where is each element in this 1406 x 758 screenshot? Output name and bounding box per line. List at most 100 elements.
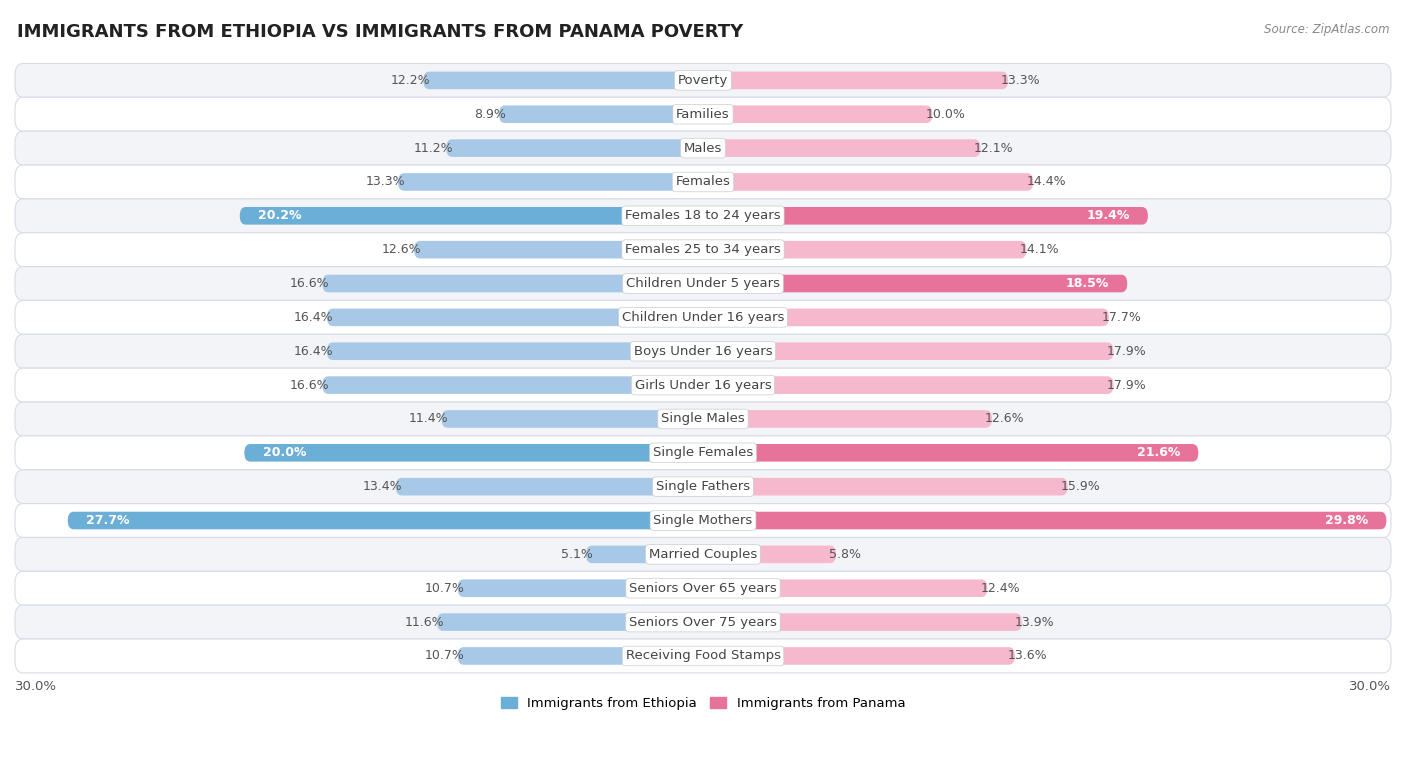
FancyBboxPatch shape xyxy=(15,334,1391,368)
Text: 27.7%: 27.7% xyxy=(86,514,129,527)
Text: 20.2%: 20.2% xyxy=(259,209,302,222)
Text: 8.9%: 8.9% xyxy=(474,108,506,121)
Text: Females: Females xyxy=(675,175,731,189)
Text: Single Fathers: Single Fathers xyxy=(657,480,749,493)
Text: 13.3%: 13.3% xyxy=(1001,74,1040,87)
Text: Males: Males xyxy=(683,142,723,155)
FancyBboxPatch shape xyxy=(703,410,993,428)
Text: 18.5%: 18.5% xyxy=(1066,277,1109,290)
Text: 5.8%: 5.8% xyxy=(830,548,860,561)
Text: Single Males: Single Males xyxy=(661,412,745,425)
Text: 13.3%: 13.3% xyxy=(366,175,405,189)
FancyBboxPatch shape xyxy=(326,309,703,326)
FancyBboxPatch shape xyxy=(245,444,703,462)
FancyBboxPatch shape xyxy=(703,105,932,123)
FancyBboxPatch shape xyxy=(67,512,703,529)
Text: 29.8%: 29.8% xyxy=(1324,514,1368,527)
Text: 17.9%: 17.9% xyxy=(1107,378,1146,392)
FancyBboxPatch shape xyxy=(15,267,1391,300)
FancyBboxPatch shape xyxy=(703,309,1109,326)
FancyBboxPatch shape xyxy=(15,300,1391,334)
FancyBboxPatch shape xyxy=(15,436,1391,470)
Text: Seniors Over 75 years: Seniors Over 75 years xyxy=(628,615,778,628)
FancyBboxPatch shape xyxy=(423,71,703,89)
FancyBboxPatch shape xyxy=(703,478,1067,496)
FancyBboxPatch shape xyxy=(322,274,703,293)
FancyBboxPatch shape xyxy=(15,537,1391,572)
Text: Poverty: Poverty xyxy=(678,74,728,87)
FancyBboxPatch shape xyxy=(413,241,703,258)
Legend: Immigrants from Ethiopia, Immigrants from Panama: Immigrants from Ethiopia, Immigrants fro… xyxy=(495,692,911,716)
FancyBboxPatch shape xyxy=(326,343,703,360)
FancyBboxPatch shape xyxy=(437,613,703,631)
Text: Girls Under 16 years: Girls Under 16 years xyxy=(634,378,772,392)
Text: 12.2%: 12.2% xyxy=(391,74,430,87)
Text: Single Females: Single Females xyxy=(652,446,754,459)
Text: 11.6%: 11.6% xyxy=(405,615,444,628)
Text: 16.6%: 16.6% xyxy=(290,378,329,392)
Text: 14.1%: 14.1% xyxy=(1019,243,1059,256)
FancyBboxPatch shape xyxy=(703,71,1008,89)
FancyBboxPatch shape xyxy=(398,173,703,191)
Text: 16.6%: 16.6% xyxy=(290,277,329,290)
Text: 21.6%: 21.6% xyxy=(1136,446,1180,459)
FancyBboxPatch shape xyxy=(395,478,703,496)
FancyBboxPatch shape xyxy=(15,605,1391,639)
Text: 19.4%: 19.4% xyxy=(1087,209,1129,222)
FancyBboxPatch shape xyxy=(703,241,1026,258)
FancyBboxPatch shape xyxy=(703,173,1033,191)
FancyBboxPatch shape xyxy=(703,647,1015,665)
Text: Source: ZipAtlas.com: Source: ZipAtlas.com xyxy=(1264,23,1389,36)
FancyBboxPatch shape xyxy=(441,410,703,428)
FancyBboxPatch shape xyxy=(703,343,1114,360)
Text: IMMIGRANTS FROM ETHIOPIA VS IMMIGRANTS FROM PANAMA POVERTY: IMMIGRANTS FROM ETHIOPIA VS IMMIGRANTS F… xyxy=(17,23,744,41)
FancyBboxPatch shape xyxy=(446,139,703,157)
FancyBboxPatch shape xyxy=(703,444,1198,462)
Text: 17.7%: 17.7% xyxy=(1102,311,1142,324)
FancyBboxPatch shape xyxy=(703,274,1128,293)
FancyBboxPatch shape xyxy=(703,207,1147,224)
Text: 12.6%: 12.6% xyxy=(381,243,420,256)
FancyBboxPatch shape xyxy=(703,376,1114,394)
Text: 12.1%: 12.1% xyxy=(973,142,1014,155)
Text: 12.6%: 12.6% xyxy=(986,412,1025,425)
FancyBboxPatch shape xyxy=(15,639,1391,673)
Text: 13.9%: 13.9% xyxy=(1015,615,1054,628)
Text: 17.9%: 17.9% xyxy=(1107,345,1146,358)
FancyBboxPatch shape xyxy=(322,376,703,394)
FancyBboxPatch shape xyxy=(457,579,703,597)
Text: Married Couples: Married Couples xyxy=(650,548,756,561)
Text: 16.4%: 16.4% xyxy=(294,311,333,324)
Text: 15.9%: 15.9% xyxy=(1060,480,1101,493)
FancyBboxPatch shape xyxy=(15,64,1391,97)
Text: 10.7%: 10.7% xyxy=(425,581,464,595)
Text: Boys Under 16 years: Boys Under 16 years xyxy=(634,345,772,358)
Text: 11.2%: 11.2% xyxy=(413,142,453,155)
FancyBboxPatch shape xyxy=(15,572,1391,605)
FancyBboxPatch shape xyxy=(15,131,1391,165)
FancyBboxPatch shape xyxy=(15,165,1391,199)
FancyBboxPatch shape xyxy=(457,647,703,665)
FancyBboxPatch shape xyxy=(703,613,1022,631)
FancyBboxPatch shape xyxy=(15,199,1391,233)
Text: Receiving Food Stamps: Receiving Food Stamps xyxy=(626,650,780,662)
FancyBboxPatch shape xyxy=(15,233,1391,267)
FancyBboxPatch shape xyxy=(15,402,1391,436)
FancyBboxPatch shape xyxy=(15,368,1391,402)
Text: Females 25 to 34 years: Females 25 to 34 years xyxy=(626,243,780,256)
Text: 20.0%: 20.0% xyxy=(263,446,307,459)
FancyBboxPatch shape xyxy=(15,470,1391,503)
FancyBboxPatch shape xyxy=(703,512,1386,529)
Text: Children Under 5 years: Children Under 5 years xyxy=(626,277,780,290)
Text: 13.6%: 13.6% xyxy=(1008,650,1047,662)
FancyBboxPatch shape xyxy=(240,207,703,224)
FancyBboxPatch shape xyxy=(15,97,1391,131)
Text: 30.0%: 30.0% xyxy=(1348,681,1391,694)
Text: Females 18 to 24 years: Females 18 to 24 years xyxy=(626,209,780,222)
FancyBboxPatch shape xyxy=(15,503,1391,537)
Text: 12.4%: 12.4% xyxy=(980,581,1021,595)
Text: 10.0%: 10.0% xyxy=(925,108,966,121)
Text: 16.4%: 16.4% xyxy=(294,345,333,358)
FancyBboxPatch shape xyxy=(586,546,703,563)
FancyBboxPatch shape xyxy=(703,579,987,597)
